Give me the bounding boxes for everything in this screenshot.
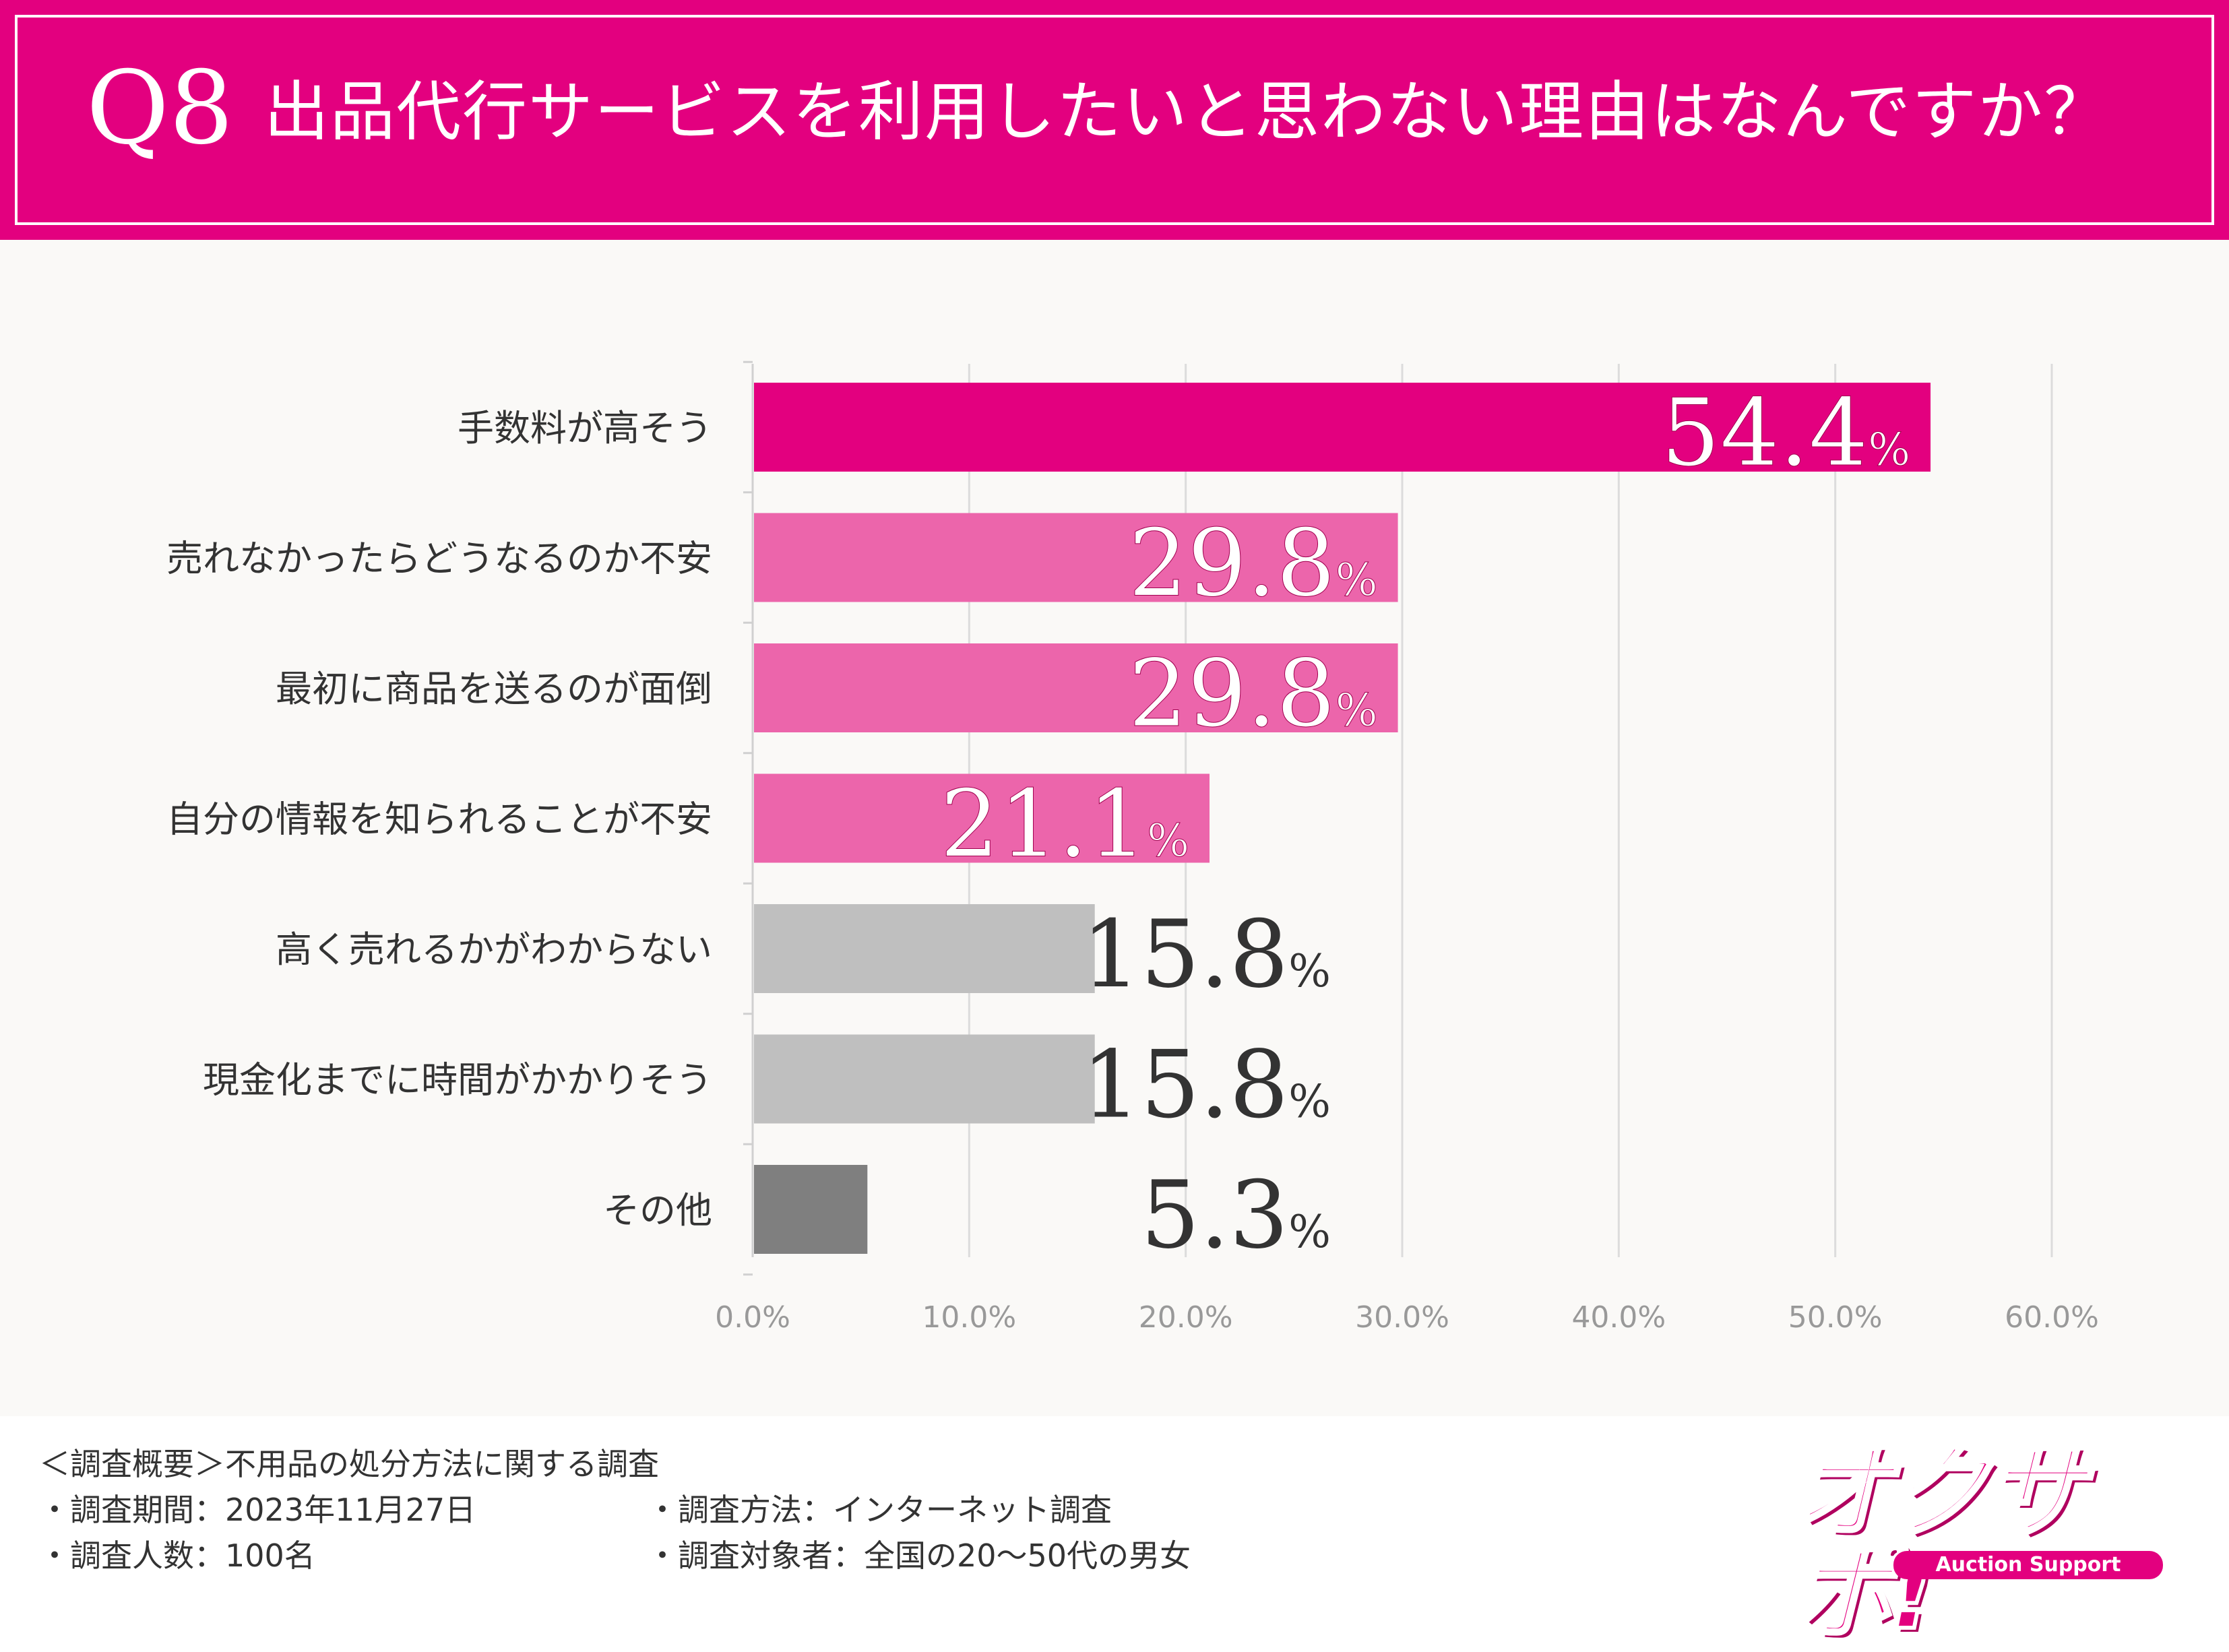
value-label: 15.8% <box>1081 900 1331 1009</box>
bar-chart: 手数料が高そう 54.4% 売れなかったらどうなるのか不安 29.8% 最初に商品を送る… <box>166 360 2099 1335</box>
category-label: その他 <box>603 1189 712 1232</box>
value-label: 29.8% <box>1129 509 1378 618</box>
header-frame <box>15 15 2214 225</box>
x-tick-label: 50.0% <box>1788 1300 1883 1335</box>
survey-method: ・調査方法：インターネット調査 <box>647 1492 1112 1528</box>
survey-summary: ＜調査概要＞不用品の処分方法に関する調査 <box>39 1446 659 1482</box>
bar <box>754 1165 868 1254</box>
category-label: 最初に商品を送るのが面倒 <box>276 668 712 710</box>
bar <box>754 383 1931 472</box>
x-tick-label: 30.0% <box>1355 1300 1449 1335</box>
survey-period: ・調査期間：2023年11月27日 <box>39 1492 476 1528</box>
category-label: 手数料が高そう <box>458 407 712 449</box>
logo-tagline: Auction Support Service <box>1893 1551 2163 1605</box>
chart-title: 出品代行サービスを利用したいと思わない理由はなんですか？ <box>264 74 2110 150</box>
brand-logo: オクサポ! Auction Support Service <box>1790 1440 2170 1646</box>
question-number: Q8 <box>86 50 234 167</box>
bar <box>754 643 1398 732</box>
logo-wordmark: オクサポ! <box>1790 1434 2087 1652</box>
bar <box>754 1034 1095 1124</box>
footer: ＜調査概要＞不用品の処分方法に関する調査 ・調査期間：2023年11月27日 ・… <box>0 1416 2229 1591</box>
category-label: 高く売れるかがわからない <box>276 928 712 971</box>
x-tick-label: 40.0% <box>1571 1300 1666 1335</box>
value-label: 15.8% <box>1081 1031 1331 1139</box>
x-tick-label: 10.0% <box>922 1300 1016 1335</box>
bar <box>754 773 1210 863</box>
category-label: 自分の情報を知られることが不安 <box>166 798 712 841</box>
value-label: 21.1% <box>940 770 1189 879</box>
x-tick-label: 60.0% <box>2005 1300 2099 1335</box>
survey-count: ・調査人数：100名 <box>39 1537 315 1574</box>
bar <box>754 513 1398 602</box>
category-label: 売れなかったらどうなるのか不安 <box>166 538 712 580</box>
header-banner: Q8 出品代行サービスを利用したいと思わない理由はなんですか？ <box>0 0 2229 240</box>
bar <box>754 904 1095 993</box>
survey-target: ・調査対象者：全国の20〜50代の男女 <box>647 1537 1191 1574</box>
x-tick-label: 20.0% <box>1139 1300 1233 1335</box>
category-label: 現金化までに時間がかかりそう <box>203 1059 712 1102</box>
value-label: 54.4% <box>1661 379 1910 487</box>
x-tick-label: 0.0% <box>715 1300 790 1335</box>
value-label: 29.8% <box>1129 639 1378 748</box>
value-label: 5.3% <box>1141 1161 1331 1269</box>
